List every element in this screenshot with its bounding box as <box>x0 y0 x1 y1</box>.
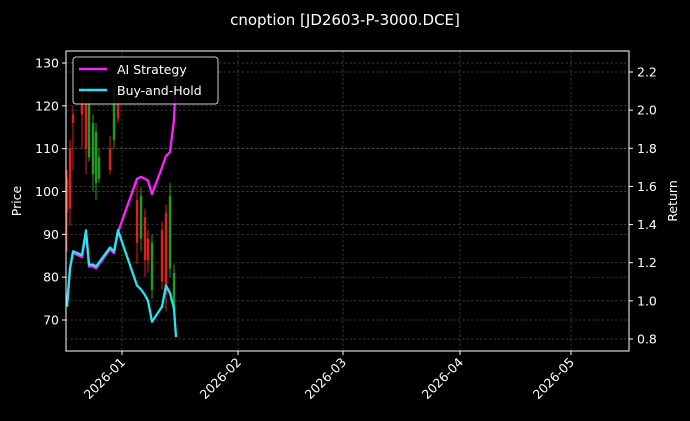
candle-body <box>84 101 88 149</box>
y2-tick-label: 2.2 <box>637 65 657 80</box>
plot-frame <box>65 50 630 352</box>
legend-label-ai-strategy: AI Strategy <box>117 62 187 77</box>
y2-tick-label: 1.8 <box>637 141 657 156</box>
candle-body <box>68 148 72 209</box>
y-tick-label: 70 <box>43 313 59 328</box>
candle-body <box>146 238 150 261</box>
y-axis-right: 0.8 1.0 1.2 1.4 1.6 1.8 2.0 2.2 <box>629 65 657 347</box>
candle-body <box>112 88 116 141</box>
candle-body <box>160 230 164 282</box>
legend-label-buy-and-hold: Buy-and-Hold <box>117 83 202 98</box>
y-tick-label: 90 <box>43 227 59 242</box>
candle-body <box>164 212 168 295</box>
candle-body <box>87 101 91 158</box>
candle-body <box>65 178 69 213</box>
y2-tick-label: 0.8 <box>637 332 657 347</box>
y2-tick-label: 1.4 <box>637 217 657 232</box>
y2-tick-label: 1.2 <box>637 255 657 270</box>
y-tick-label: 100 <box>35 184 59 199</box>
grid <box>66 51 629 351</box>
candle-body <box>91 122 95 175</box>
candlesticks <box>65 75 176 320</box>
y-tick-label: 110 <box>35 141 59 156</box>
candle-body <box>143 217 147 261</box>
y2-tick-label: 1.0 <box>637 293 657 308</box>
candle-body <box>168 195 172 269</box>
candle-body <box>135 200 139 243</box>
candle-body <box>172 272 176 312</box>
candle-body <box>116 92 120 119</box>
y2-tick-label: 2.0 <box>637 103 657 118</box>
candle-body <box>139 195 143 239</box>
chart-title: cnoption [JD2603-P-3000.DCE] <box>230 11 460 29</box>
legend: AI Strategy Buy-and-Hold <box>72 56 219 105</box>
legend-box <box>72 56 219 105</box>
y2-axis-label: Return <box>665 180 680 221</box>
y2-tick-label: 1.6 <box>637 179 657 194</box>
y-axis-label: Price <box>9 185 24 216</box>
candle-body <box>71 114 75 123</box>
candle-body <box>97 157 101 179</box>
series-lines <box>65 70 178 338</box>
y-tick-label: 130 <box>35 56 59 71</box>
candle-body <box>94 131 98 183</box>
y-tick-label: 80 <box>43 270 59 285</box>
y-tick-label: 120 <box>35 98 59 113</box>
candle-body <box>150 242 154 291</box>
y-axis-left: 70 80 90 100 110 120 130 <box>35 56 66 328</box>
candle-body <box>108 148 112 171</box>
series-line-buy-and-hold <box>65 229 178 338</box>
